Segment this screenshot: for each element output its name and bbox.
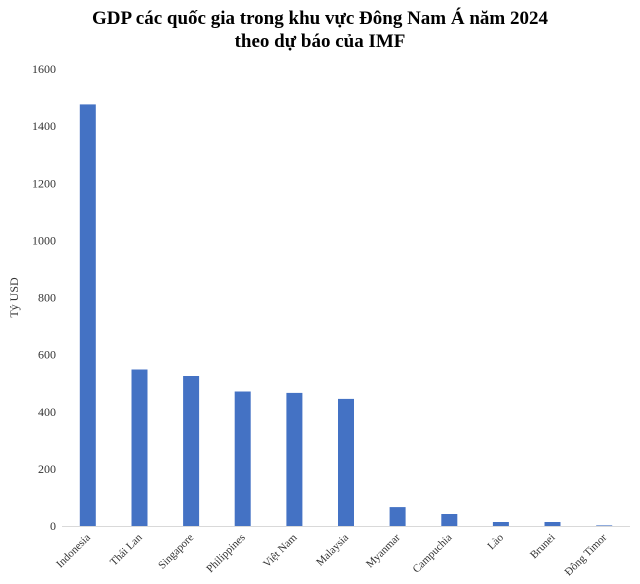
y-axis-label: Tỷ USD [7,277,21,318]
x-tick-label: Philippines [204,532,247,575]
bar [492,522,509,526]
bar [183,376,200,526]
x-tick-label: Brunei [528,532,558,562]
x-tick-label: Malaysia [314,532,351,569]
x-tick-label: Singapore [156,532,196,572]
y-axis-ticks: 0 200 400 600 800 1000 1200 1400 1600 [32,62,56,533]
bar [79,104,96,527]
y-tick-label: 1000 [32,233,56,247]
bar [596,525,613,527]
x-tick-label: Campuchia [411,532,455,576]
x-axis-labels: Indonesia Thái Lan Singapore Philippines Việ… [54,531,609,578]
x-tick-label: Thái Lan [108,531,145,568]
y-tick-label: 1600 [32,62,56,76]
y-tick-label: 0 [50,519,56,533]
y-tick-label: 200 [38,462,56,476]
x-tick-label: Myanmar [364,531,403,570]
y-tick-label: 1400 [32,119,56,133]
bar [234,391,251,526]
x-tick-label: Đông Timor [563,531,610,578]
bar [544,522,561,526]
bar [286,392,303,526]
y-tick-label: 400 [38,405,56,419]
x-tick-label: Lào [485,531,506,552]
y-tick-label: 1200 [32,176,56,190]
x-tick-label: Indonesia [54,532,93,571]
y-tick-label: 600 [38,348,56,362]
bar [441,514,458,526]
chart-title-line-2: theo dự báo của IMF [234,31,406,52]
bar [131,369,148,526]
bars [79,104,613,527]
chart-title-line-1: GDP các quốc gia trong khu vực Đông Nam … [92,8,548,29]
bar [338,398,354,526]
bar [389,507,406,526]
y-tick-label: 800 [38,291,56,305]
x-tick-label: Việt Nam [261,531,300,570]
